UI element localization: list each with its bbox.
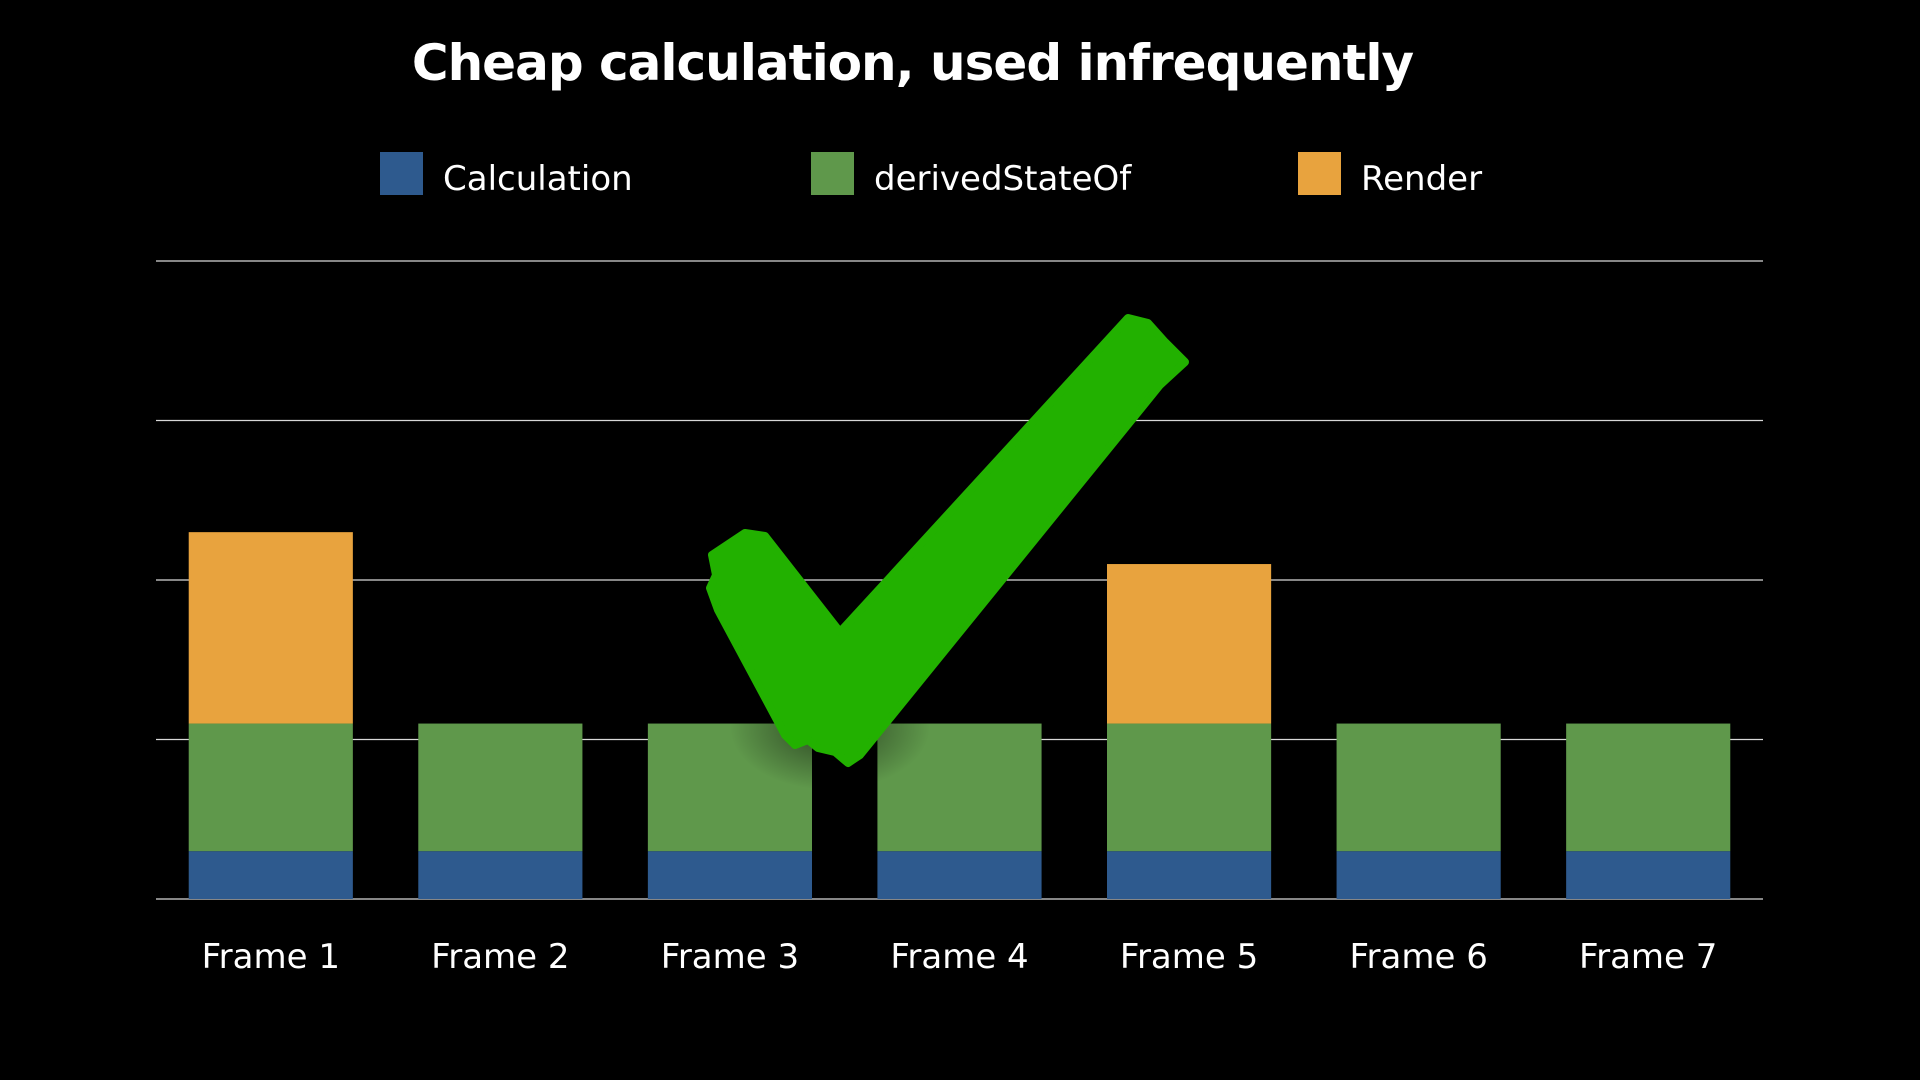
legend-label-2: derivedStateOf [874, 159, 1132, 199]
bar-calculation-4 [877, 851, 1042, 899]
bar-calculation-5 [1106, 851, 1272, 899]
x-tick-label-1: Frame 1 [202, 937, 340, 977]
bars [188, 532, 1731, 899]
bar-calculation-7 [1566, 851, 1731, 899]
legend-label-1: Calculation [443, 159, 633, 199]
x-tick-label-6: Frame 6 [1349, 937, 1487, 977]
x-tick-label-5: Frame 5 [1120, 937, 1258, 977]
x-tick-label-2: Frame 2 [431, 937, 569, 977]
bar-render-5 [1106, 564, 1272, 724]
legend-label-3: Render [1361, 159, 1482, 199]
bar-derivedstateof-5 [1106, 723, 1272, 852]
bar-derivedstateof-2 [418, 723, 583, 852]
checkmark-icon [706, 314, 1189, 767]
x-tick-label-3: Frame 3 [661, 937, 799, 977]
bar-calculation-3 [647, 851, 813, 899]
bar-derivedstateof-7 [1566, 723, 1731, 852]
bar-derivedstateof-1 [188, 723, 353, 852]
annotation [706, 314, 1189, 790]
bar-calculation-6 [1336, 851, 1501, 899]
legend-swatch-3 [1298, 152, 1341, 195]
bar-calculation-1 [188, 851, 353, 899]
x-tick-label-7: Frame 7 [1579, 937, 1717, 977]
chart-title: Cheap calculation, used infrequently [411, 34, 1414, 92]
bar-calculation-2 [418, 851, 583, 899]
bar-render-1 [188, 532, 353, 724]
legend: Calculation derivedStateOf Render [380, 152, 1482, 199]
bar-derivedstateof-6 [1336, 723, 1501, 852]
legend-swatch-2 [811, 152, 854, 195]
x-tick-label-4: Frame 4 [890, 937, 1028, 977]
x-axis: Frame 1 Frame 2 Frame 3 Frame 4 Frame 5 Frame… [202, 937, 1718, 977]
legend-swatch-1 [380, 152, 423, 195]
